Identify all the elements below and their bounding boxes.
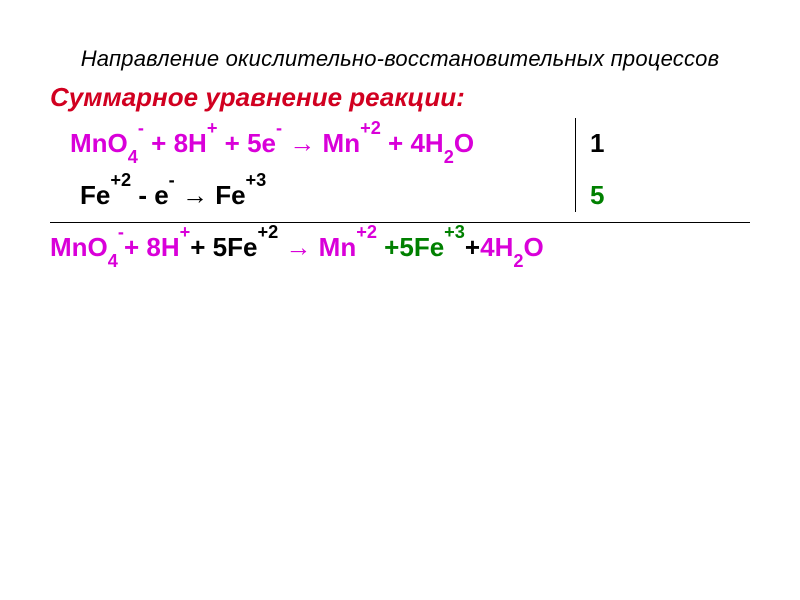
eq-sup: + [180, 222, 191, 242]
eq-text: - e [131, 180, 169, 210]
eq-sup: + [207, 118, 218, 138]
eq-text: + 8H [124, 232, 180, 262]
eq-sup: - [138, 118, 144, 138]
eq-sup: +2 [257, 222, 278, 242]
eq-text: 4H [480, 232, 513, 262]
slide: Направление окислительно-восстановительн… [0, 0, 800, 600]
slide-subtitle: Суммарное уравнение реакции: [50, 82, 465, 113]
reduction-factor: 1 [590, 128, 604, 159]
arrow-icon: → [282, 128, 322, 158]
eq-text: MnO [50, 232, 108, 262]
summation-rule [50, 222, 750, 223]
eq-text: Fe [80, 180, 110, 210]
eq-text: +5Fe [377, 232, 444, 262]
eq-sup: +2 [360, 118, 381, 138]
eq-text: O [523, 232, 543, 262]
eq-text: Mn [323, 128, 361, 158]
reduction-half-reaction: MnO4- + 8H+ + 5e- → Mn+2 + 4H2O [70, 128, 474, 159]
eq-sup: +3 [444, 222, 465, 242]
eq-sub: 4 [128, 147, 138, 167]
eq-sup: - [118, 222, 124, 242]
eq-text: MnO [70, 128, 128, 158]
arrow-icon: → [175, 180, 215, 210]
eq-sub: 4 [108, 251, 118, 271]
eq-text: Fe [215, 180, 245, 210]
eq-sup: +3 [246, 170, 267, 190]
eq-text: Mn [319, 232, 357, 262]
slide-title: Направление окислительно-восстановительн… [0, 46, 800, 72]
eq-text: + 5Fe [190, 232, 257, 262]
eq-text: + 8H [144, 128, 207, 158]
arrow-icon: → [278, 232, 318, 262]
oxidation-factor: 5 [590, 180, 604, 211]
eq-sup: +2 [356, 222, 377, 242]
eq-sub: 2 [513, 251, 523, 271]
eq-text: + 5e [217, 128, 276, 158]
overall-equation: MnO4-+ 8H++ 5Fe+2 → Mn+2 +5Fe+3+4H2O [50, 232, 544, 263]
balance-bracket [575, 118, 576, 212]
oxidation-half-reaction: Fe+2 - e- → Fe+3 [80, 180, 266, 211]
eq-sup: +2 [110, 170, 131, 190]
eq-text: + [465, 232, 480, 262]
eq-sup: - [276, 118, 282, 138]
eq-sup: - [169, 170, 175, 190]
eq-text: + 4H [381, 128, 444, 158]
eq-text: O [454, 128, 474, 158]
eq-sub: 2 [444, 147, 454, 167]
